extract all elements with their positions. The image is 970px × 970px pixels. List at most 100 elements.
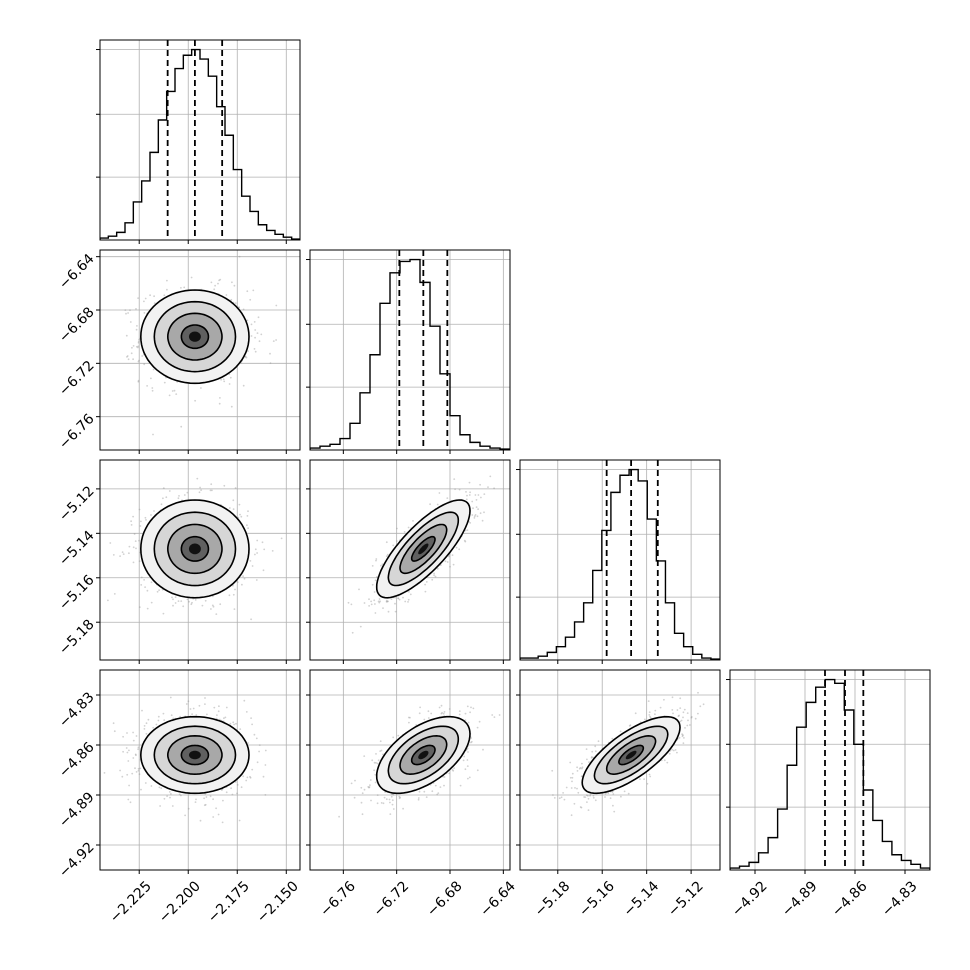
scatter-point [358,588,360,591]
scatter-point [565,786,568,789]
contour-line-2 [387,725,460,785]
scatter-point [252,289,255,292]
scatter-point [166,288,168,291]
scatter-point [190,276,193,279]
scatter-point [254,548,257,551]
scatter-point [493,487,495,490]
scatter-point [264,794,267,796]
scatter-point [446,497,449,499]
scatter-point [360,801,363,804]
scatter-point [150,601,153,604]
scatter-point [423,790,426,793]
scatter-point [480,496,482,499]
scatter-point [383,796,386,799]
scatter-point [136,325,138,327]
xtick-label: −2.200 [156,878,204,926]
scatter-point [152,368,155,371]
scatter-point [466,765,469,767]
scatter-point [253,733,256,736]
density-fill-4 [188,543,201,555]
scatter-point [436,503,439,506]
scatter-point [244,355,247,358]
scatter-point [254,336,256,339]
scatter-point [363,755,366,757]
xtick-label: −2.175 [205,878,253,926]
xtick-label: −2.225 [107,878,155,926]
scatter-point [229,722,232,725]
scatter-point [240,515,243,518]
scatter-point [222,378,225,381]
scatter-point [126,773,129,776]
scatter-point [162,612,165,615]
scatter-point [135,771,138,773]
panel-3-1: −6.76 −6.72 −6.68 −6.64 [306,669,519,920]
scatter-point [169,696,172,699]
scatter-point [403,531,406,533]
scatter-point [223,380,226,383]
scatter-point [467,721,470,724]
scatter-point [466,494,468,497]
scatter-point [145,722,148,725]
panel-grid [100,40,300,240]
scatter-point [247,350,249,352]
scatter-point [246,319,249,322]
scatter-point [145,732,148,735]
scatter-point [463,539,466,542]
scatter-point [138,560,141,563]
scatter-point [178,793,181,796]
scatter-point [368,786,370,789]
scatter-point [127,760,130,762]
scatter-point [213,288,216,291]
scatter-point [368,605,370,607]
scatter-point [204,803,207,806]
scatter-point [121,775,124,778]
scatter-point [275,304,278,307]
ytick-label: −5.18 [56,617,98,659]
scatter-point [233,608,236,610]
scatter-point [440,704,443,707]
scatter-point [171,805,174,807]
scatter-point [170,714,173,717]
scatter-point [275,339,277,341]
scatter-point [262,569,265,572]
scatter-point [591,750,594,753]
scatter-point [379,750,382,752]
scatter-point [215,807,218,810]
scatter-point [184,814,187,817]
scatter-point [443,711,446,713]
scatter-point [453,767,455,769]
scatter-point [376,576,378,578]
scatter-point [467,751,469,753]
scatter-point [199,819,202,822]
panel-1-1 [306,249,511,454]
scatter-point [245,711,248,713]
scatter-point [174,602,177,604]
scatter-point [380,802,383,804]
scatter-point [449,565,451,568]
scatter-point [489,475,492,478]
scatter-point [175,393,178,395]
scatter-point [261,541,264,544]
scatter-point [363,602,366,604]
scatter-point [170,793,172,795]
ytick-label: −6.72 [56,358,98,400]
scatter-point [468,481,471,484]
panel-grid [310,250,510,450]
scatter-point [215,717,218,720]
scatter-point [419,706,421,709]
scatter-point [468,494,471,496]
scatter-point [210,608,212,610]
scatter-point [150,581,153,584]
scatter-point [137,380,140,383]
scatter-point [130,520,133,523]
scatter-point [387,610,390,613]
scatter-point [125,312,127,315]
scatter-point [144,782,147,784]
scatter-point [448,708,451,710]
scatter-point [241,583,243,586]
scatter-point [128,784,131,787]
scatter-point [465,491,467,493]
scatter-point [232,584,234,587]
scatter-point [269,352,271,355]
scatter-point [158,589,161,591]
